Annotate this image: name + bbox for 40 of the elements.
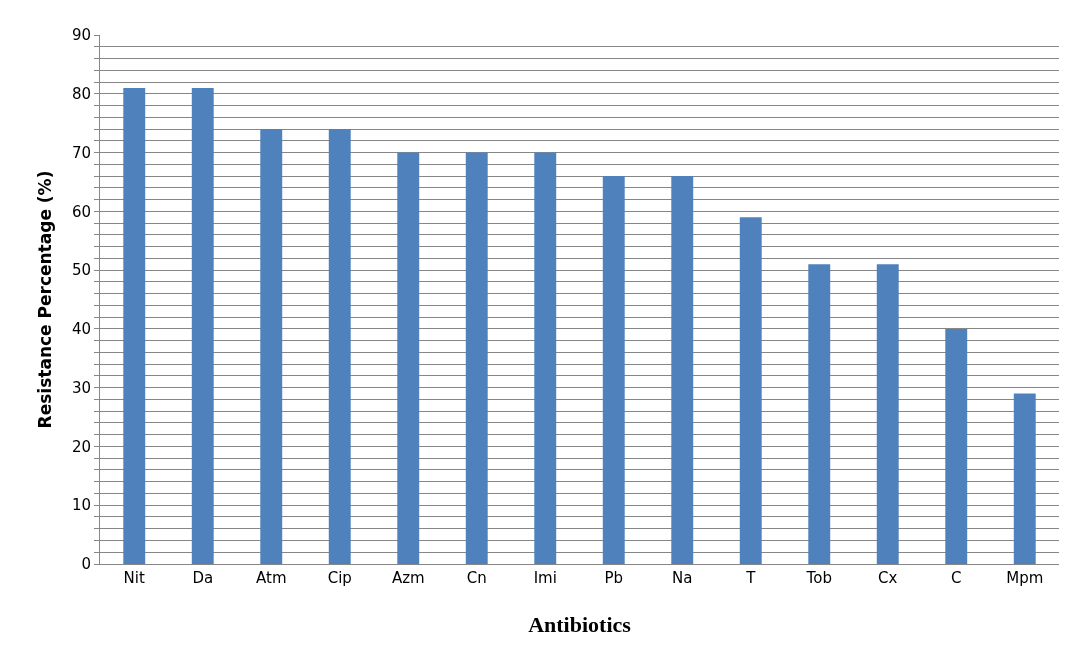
x-tick-label: Azm (391, 569, 425, 587)
bar (876, 264, 899, 564)
bar (945, 328, 968, 564)
y-tick-label: 20 (71, 437, 91, 456)
x-tick-label: T (745, 569, 757, 587)
bar (1013, 393, 1036, 564)
bar (739, 217, 762, 564)
y-tick-label: 0 (81, 555, 91, 574)
y-tick-label: 90 (71, 26, 91, 45)
bar (465, 152, 488, 564)
x-tick-label: Cx (878, 569, 898, 587)
x-tick-label: Mpm (1006, 569, 1044, 587)
x-tick-label: Tob (805, 569, 832, 587)
bar (260, 129, 283, 564)
x-tick-label: C (951, 569, 962, 587)
y-tick-label: 60 (71, 202, 91, 221)
y-tick-label: 40 (71, 320, 91, 339)
y-tick-label: 30 (71, 378, 91, 397)
bar (602, 176, 625, 564)
x-tick-label: Atm (256, 569, 287, 587)
y-tick-label: 10 (71, 496, 91, 515)
bar (328, 129, 351, 564)
y-tick-label: 50 (71, 261, 91, 280)
x-tick-label: Cn (466, 569, 487, 587)
x-tick-label: Da (192, 569, 214, 587)
bar (534, 152, 557, 564)
x-tick-label: Nit (123, 569, 145, 587)
y-axis-title: Resistance Percentage (%) (35, 170, 56, 429)
x-tick-label: Pb (604, 569, 624, 587)
y-tick-label: 70 (71, 143, 91, 162)
bar (671, 176, 694, 564)
bar (808, 264, 831, 564)
bar (123, 87, 146, 564)
x-tick-label: Imi (533, 569, 557, 587)
bar (191, 87, 214, 564)
x-tick-label: Na (672, 569, 693, 587)
bar (397, 152, 420, 564)
x-axis-title: Antibiotics (528, 611, 632, 637)
y-tick-label: 80 (71, 85, 91, 104)
x-tick-label: Cip (327, 569, 352, 587)
